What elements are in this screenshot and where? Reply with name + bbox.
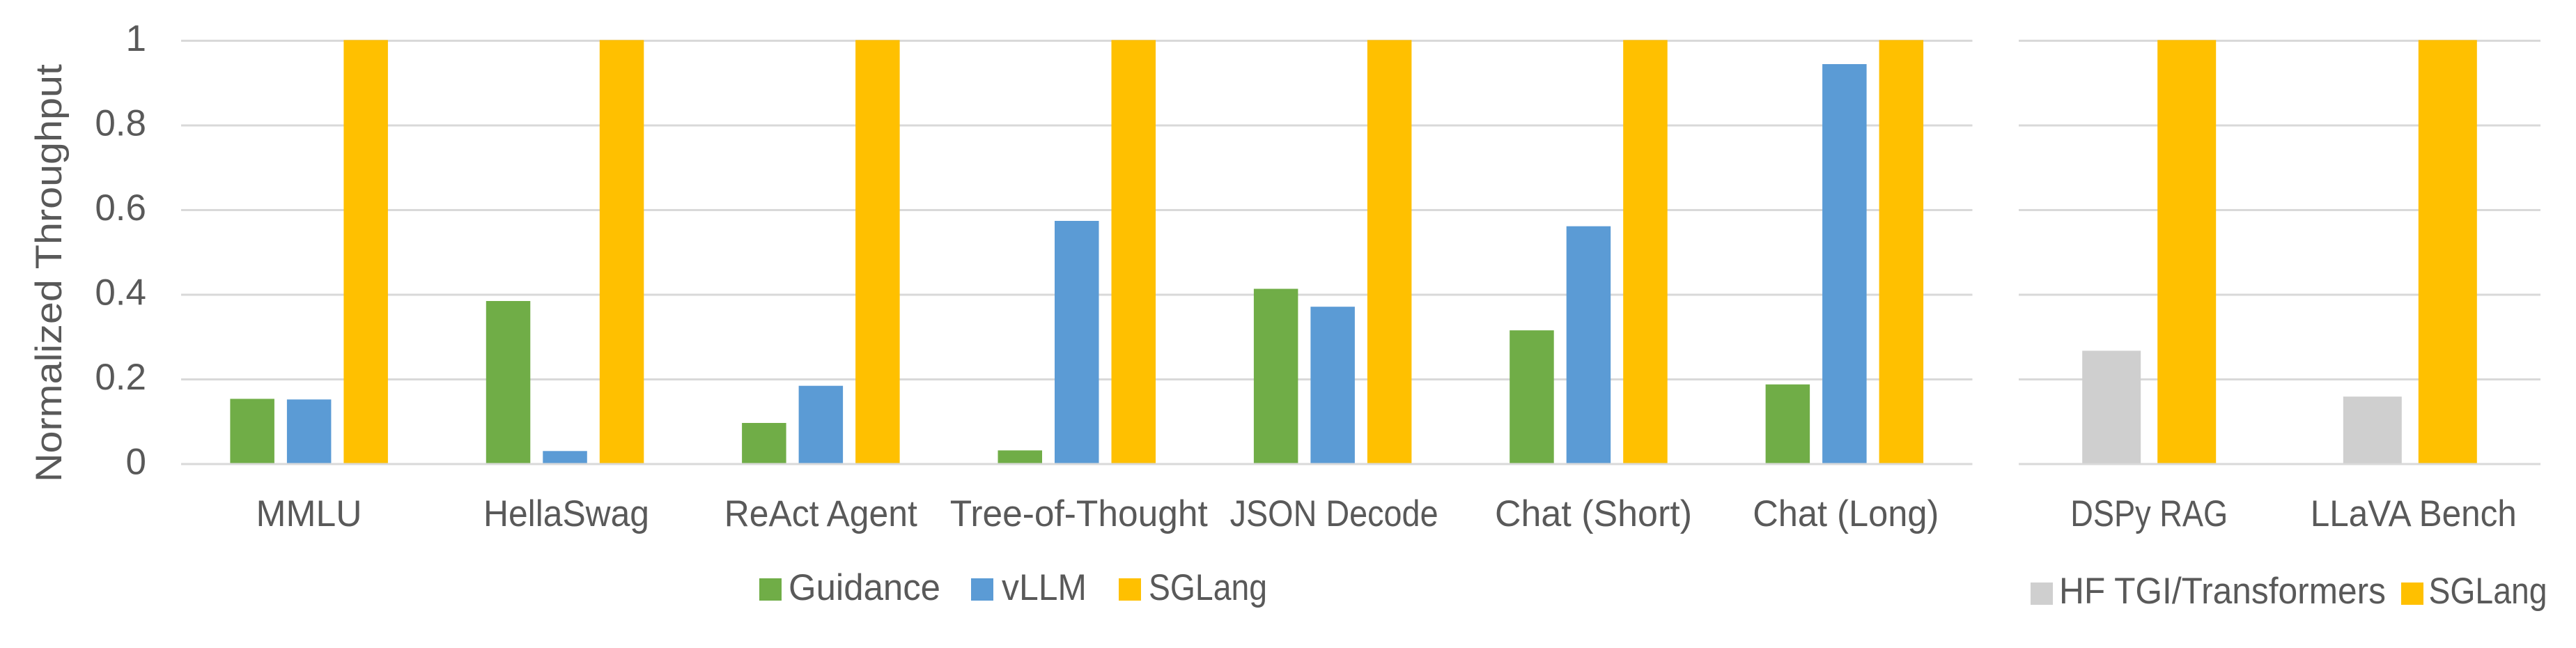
svg-text:0.2: 0.2 <box>95 357 146 398</box>
svg-text:1: 1 <box>126 18 146 59</box>
svg-text:ReAct Agent: ReAct Agent <box>724 493 917 534</box>
svg-text:Chat (Long): Chat (Long) <box>1753 493 1939 534</box>
svg-text:HF TGI/Transformers: HF TGI/Transformers <box>2059 571 2386 612</box>
svg-text:LLaVA Bench: LLaVA Bench <box>2311 493 2517 534</box>
svg-text:Normalized Throughput: Normalized Throughput <box>29 64 70 482</box>
svg-text:Tree-of-Thought: Tree-of-Thought <box>950 493 1208 534</box>
svg-text:vLLM: vLLM <box>1002 567 1087 608</box>
svg-text:0: 0 <box>126 442 146 483</box>
svg-text:0.8: 0.8 <box>95 103 146 144</box>
svg-text:SGLang: SGLang <box>1149 567 1267 608</box>
svg-text:SGLang: SGLang <box>2429 571 2547 612</box>
svg-text:0.4: 0.4 <box>95 272 146 314</box>
svg-text:HellaSwag: HellaSwag <box>483 493 649 534</box>
svg-text:MMLU: MMLU <box>256 493 362 534</box>
svg-text:JSON Decode: JSON Decode <box>1230 493 1438 534</box>
svg-text:0.6: 0.6 <box>95 187 146 229</box>
svg-text:Guidance: Guidance <box>789 567 940 608</box>
svg-text:Chat (Short): Chat (Short) <box>1495 493 1692 534</box>
svg-text:DSPy RAG: DSPy RAG <box>2070 493 2228 534</box>
